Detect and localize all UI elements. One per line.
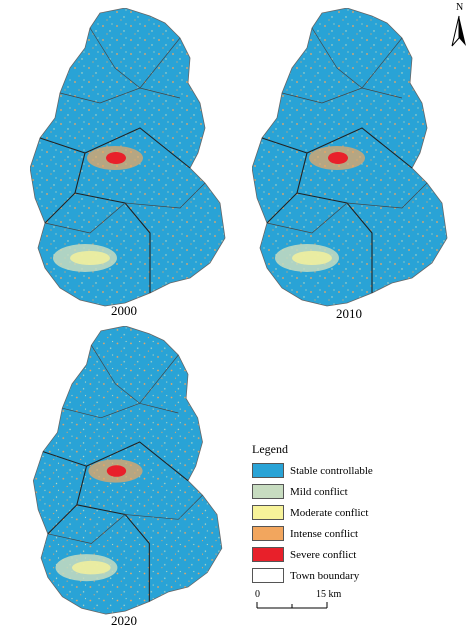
legend-title: Legend [252, 442, 288, 456]
legend-swatch [252, 463, 284, 478]
legend-item: Mild conflict [252, 481, 402, 502]
legend-item: Moderate conflict [252, 502, 402, 523]
north-letter: N [456, 2, 464, 13]
legend-label: Town boundary [290, 569, 360, 582]
legend-label: Intense conflict [290, 527, 359, 540]
legend-swatch [252, 505, 284, 520]
scale-zero-label: 0 [255, 589, 260, 600]
map-2000 [30, 8, 230, 308]
scale-bar [256, 602, 328, 609]
legend-swatch [252, 568, 284, 583]
legend-label: Severe conflict [290, 548, 357, 561]
legend-swatch [252, 547, 284, 562]
map-year-label: 2000 [111, 303, 137, 318]
scale-max-label: 15 km [316, 589, 342, 600]
north-arrow-icon [451, 15, 466, 47]
legend-label: Mild conflict [290, 485, 348, 498]
legend: Legend Stable controllable Mild conflict M… [252, 442, 402, 586]
legend-label: Stable controllable [290, 464, 373, 477]
map-year-label: 2010 [336, 306, 362, 321]
map-2010 [252, 8, 452, 308]
legend-label: Moderate conflict [290, 506, 369, 519]
map-year-label: 2020 [111, 613, 137, 628]
map-2020 [30, 326, 230, 616]
legend-item: Intense conflict [252, 523, 402, 544]
legend-item: Town boundary [252, 565, 402, 586]
legend-item: Stable controllable [252, 460, 402, 481]
legend-item: Severe conflict [252, 544, 402, 565]
legend-swatch [252, 484, 284, 499]
legend-swatch [252, 526, 284, 541]
